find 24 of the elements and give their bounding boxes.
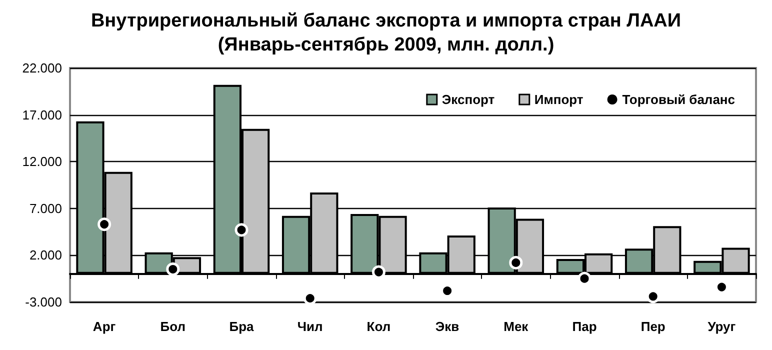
y-tick-label: 12.000: [22, 154, 62, 170]
y-tick-label: 22.000: [22, 60, 62, 76]
chart-title: Внутрирегиональный баланс экспорта и импорта стран ЛААИ (Январь-сентябрь 2009, млн. долл.): [90, 10, 682, 56]
x-tick-label: Мек: [504, 319, 529, 334]
x-tick-label: Чил: [297, 319, 323, 334]
y-tick-label: 7.000: [29, 200, 62, 216]
x-tick-label: Бол: [160, 319, 186, 334]
legend-label: Импорт: [534, 92, 584, 107]
point: [98, 218, 112, 232]
x-tick-label: Бра: [229, 319, 255, 334]
point: [234, 223, 248, 237]
x-tick-label: Уруг: [708, 319, 736, 334]
legend-label: Экспорт: [442, 92, 495, 107]
x-tick-label: Пар: [572, 319, 597, 334]
x-tick-label: Кол: [366, 319, 391, 334]
y-tick-label: -3.000: [25, 294, 62, 310]
y-tick-label: 17.000: [22, 107, 62, 122]
point: [509, 256, 523, 270]
x-tick-label: Экв: [435, 319, 460, 334]
point: [166, 262, 180, 276]
legend-label: Торговый баланс: [622, 92, 736, 107]
x-tick-label: Арг: [92, 319, 116, 334]
y-tick-label: 2.000: [29, 248, 62, 263]
x-tick-label: Пер: [640, 319, 666, 334]
